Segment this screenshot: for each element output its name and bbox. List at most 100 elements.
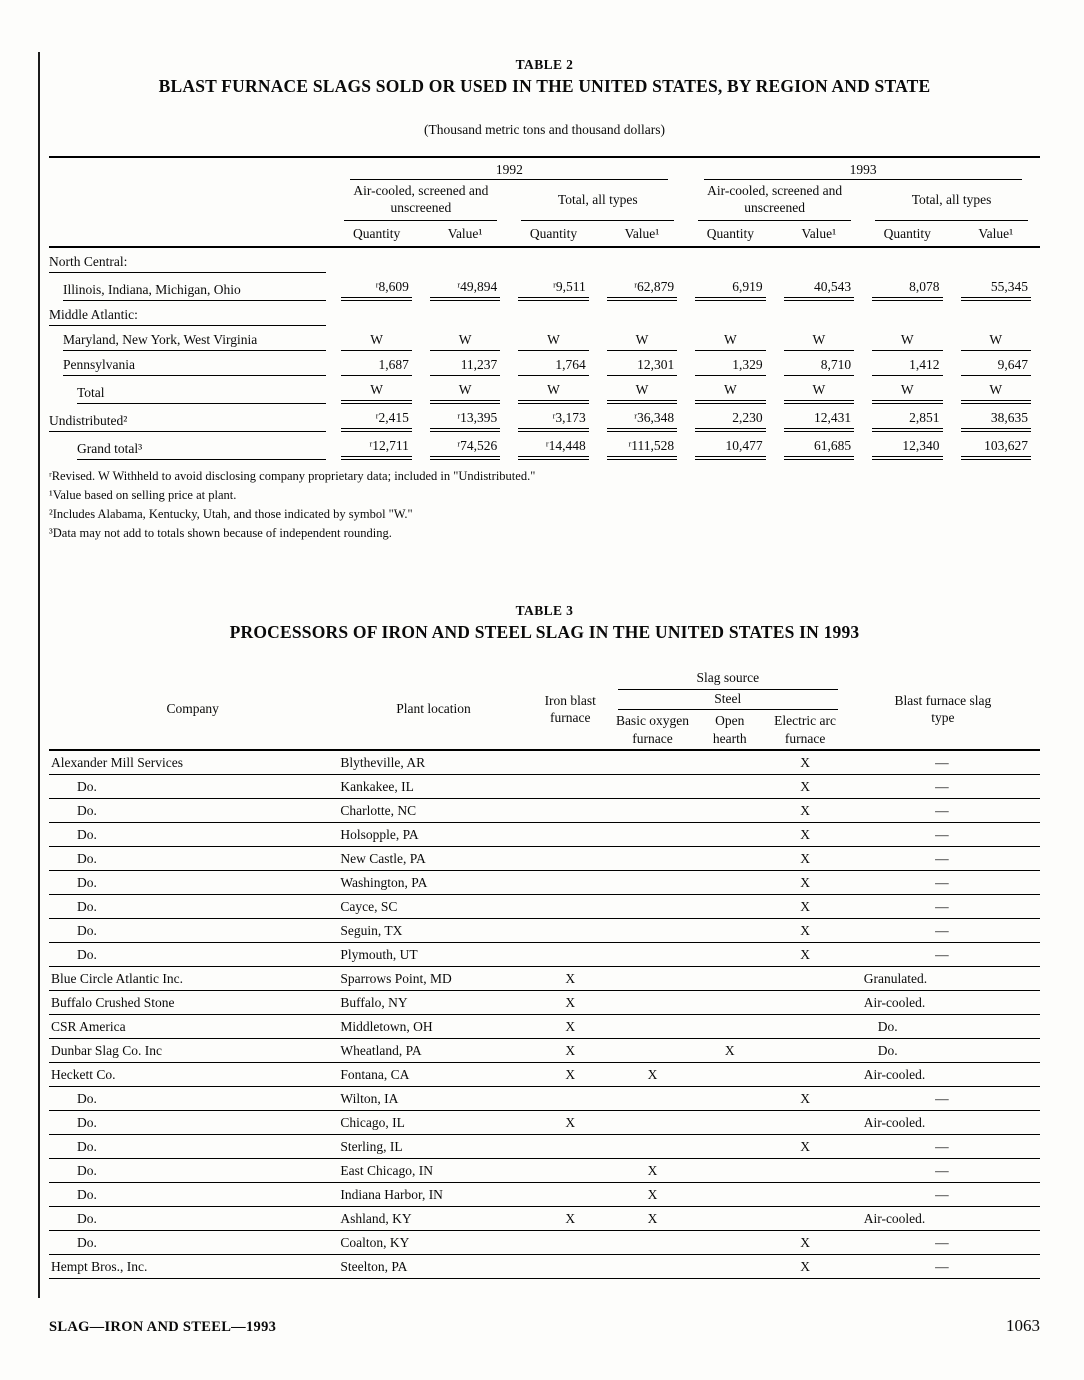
company-cell: Do. — [49, 1182, 337, 1208]
company-cell: Blue Circle Atlantic Inc. — [49, 966, 337, 992]
eaf-mark: X — [764, 750, 846, 776]
location-cell: Charlotte, NC — [336, 798, 531, 824]
cell-value — [421, 247, 509, 273]
bof-mark — [609, 1014, 696, 1040]
table3-row: Do. Ashland, KY X X Air-cooled. — [49, 1206, 1040, 1232]
cell-value — [775, 301, 863, 326]
table3-row: Do. Cayce, SC X — — [49, 894, 1040, 920]
col-header-quantity: Quantity — [863, 221, 952, 248]
cell-value: ʳ8,609 — [332, 273, 420, 301]
slag-type-cell: — — [845, 1134, 1040, 1160]
table3-section: TABLE 3 PROCESSORS OF IRON AND STEEL SLA… — [49, 603, 1040, 1280]
open-hearth-mark — [695, 918, 765, 944]
location-cell: Ashland, KY — [336, 1206, 531, 1232]
iron-mark — [530, 750, 610, 776]
slag-type-cell: Do. — [845, 1014, 1040, 1040]
bof-mark: X — [609, 1206, 696, 1232]
row-label: Grand total³ — [49, 432, 332, 460]
cell-value: 1,329 — [686, 351, 774, 376]
iron-mark: X — [530, 990, 610, 1016]
location-cell: Buffalo, NY — [336, 990, 531, 1016]
table2-title: BLAST FURNACE SLAGS SOLD OR USED IN THE … — [158, 76, 931, 96]
table3-row: Do. East Chicago, IN X — — [49, 1158, 1040, 1184]
cell-value: W — [332, 376, 420, 404]
cell-value: ʳ12,711 — [332, 432, 420, 460]
cell-value: 2,230 — [686, 404, 774, 432]
cell-value — [952, 301, 1041, 326]
company-cell: Dunbar Slag Co. Inc — [49, 1038, 337, 1064]
cell-value: W — [598, 376, 686, 404]
col-header-value: Value¹ — [774, 221, 864, 248]
iron-mark — [530, 1254, 610, 1280]
iron-blast-furnace-label: Iron blast furnace — [544, 692, 596, 726]
document-page: TABLE 2 BLAST FURNACE SLAGS SOLD OR USED… — [49, 57, 1041, 1280]
cell-value: 10,477 — [686, 432, 774, 460]
location-cell: Sparrows Point, MD — [336, 966, 531, 992]
table2-footnote: ¹Value based on selling price at plant. — [49, 488, 237, 502]
open-hearth-mark — [695, 1182, 765, 1208]
eaf-mark — [764, 1062, 846, 1088]
location-cell: Middletown, OH — [336, 1014, 531, 1040]
bof-mark — [609, 1230, 696, 1256]
bof-mark — [609, 774, 696, 800]
iron-mark: X — [530, 1038, 610, 1064]
eaf-mark — [764, 966, 846, 992]
cell-value — [863, 247, 951, 273]
cell-value — [509, 301, 597, 326]
company-cell: Hempt Bros., Inc. — [49, 1254, 337, 1280]
location-cell: Fontana, CA — [336, 1062, 531, 1088]
eaf-mark: X — [764, 1134, 846, 1160]
table2-label: TABLE 2 — [515, 57, 574, 72]
col-header-quantity: Quantity — [509, 221, 598, 248]
location-cell: Steelton, PA — [336, 1254, 531, 1280]
cell-value — [332, 301, 420, 326]
location-cell: Holsopple, PA — [336, 822, 531, 848]
slag-type-cell: — — [845, 1086, 1040, 1112]
row-label: Total — [49, 376, 332, 404]
eaf-mark — [764, 1182, 846, 1208]
table3-row: CSR America Middletown, OH X Do. — [49, 1014, 1040, 1040]
table2-data-row: Total W W W W W W W W — [49, 376, 1040, 404]
eaf-mark: X — [764, 1254, 846, 1280]
company-cell: Do. — [49, 1110, 337, 1136]
open-hearth-mark — [695, 1254, 765, 1280]
table3-row: Do. Chicago, IL X Air-cooled. — [49, 1110, 1040, 1136]
company-cell: CSR America — [49, 1014, 337, 1040]
cell-value: ʳ111,528 — [598, 432, 686, 460]
bof-mark — [609, 918, 696, 944]
location-cell: Chicago, IL — [336, 1110, 531, 1136]
iron-mark — [530, 870, 610, 896]
cell-value — [598, 301, 686, 326]
cell-value: W — [332, 326, 420, 351]
cell-value: ʳ36,348 — [598, 404, 686, 432]
footer-running-title: SLAG—IRON AND STEEL—1993 — [49, 1319, 277, 1335]
year-header-1993: 1993 — [686, 157, 1040, 180]
company-cell: Do. — [49, 1206, 337, 1232]
table3-row: Do. Coalton, KY X — — [49, 1230, 1040, 1256]
table3-row: Do. Charlotte, NC X — — [49, 798, 1040, 824]
slag-type-cell: Air-cooled. — [845, 1062, 1040, 1088]
eaf-mark: X — [764, 774, 846, 800]
cell-value — [775, 247, 863, 273]
eaf-mark — [764, 1038, 846, 1064]
bof-mark: X — [609, 1158, 696, 1184]
cell-value: 2,851 — [863, 404, 951, 432]
table2-data-row: Undistributed² ʳ2,415 ʳ13,395 ʳ3,173 ʳ36,348… — [49, 404, 1040, 432]
eaf-mark: X — [764, 1230, 846, 1256]
location-cell: Plymouth, UT — [336, 942, 531, 968]
cell-value: 103,627 — [952, 432, 1041, 460]
cell-value: 61,685 — [775, 432, 863, 460]
header-open-hearth: Open hearth — [695, 710, 765, 752]
cell-value: ʳ49,894 — [421, 273, 509, 301]
group-label: Air-cooled, screened and unscreened — [344, 182, 498, 221]
group-header-aircooled-1992: Air-cooled, screened and unscreened — [332, 180, 509, 221]
company-cell: Heckett Co. — [49, 1062, 337, 1088]
eaf-mark: X — [764, 822, 846, 848]
group-label: Total, all types — [875, 182, 1028, 221]
cell-value: ʳ9,511 — [509, 273, 597, 301]
open-hearth-mark — [695, 750, 765, 776]
bof-mark — [609, 798, 696, 824]
row-label: Illinois, Indiana, Michigan, Ohio — [49, 273, 332, 301]
bof-mark — [609, 846, 696, 872]
company-cell: Do. — [49, 942, 337, 968]
